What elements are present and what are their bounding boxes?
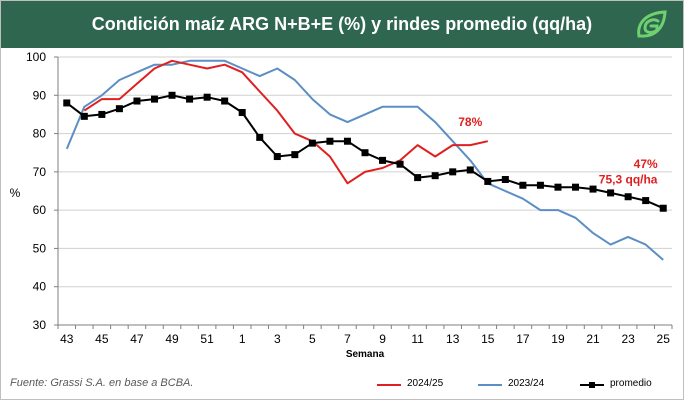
promedio-marker bbox=[63, 99, 71, 107]
x-tick-label: 19 bbox=[551, 332, 565, 346]
y-tick-label: 70 bbox=[33, 165, 47, 179]
promedio-marker bbox=[659, 204, 667, 212]
series-line-2024-25 bbox=[83, 59, 489, 185]
legend-label-2024-25: 2024/25 bbox=[407, 378, 444, 389]
promedio-marker bbox=[186, 95, 194, 103]
y-axis-label: % bbox=[10, 186, 21, 200]
promedio-marker bbox=[589, 185, 597, 193]
grassi-leaf-logo-icon bbox=[637, 10, 667, 38]
promedio-marker bbox=[80, 112, 88, 120]
x-tick-label: 17 bbox=[516, 332, 530, 346]
x-tick-label: 51 bbox=[200, 332, 214, 346]
chart-header: Condición maíz ARG N+B+E (%) y rindes pr… bbox=[1, 1, 683, 48]
promedio-marker bbox=[273, 153, 281, 161]
promedio-marker bbox=[449, 168, 457, 176]
y-tick-label: 60 bbox=[33, 203, 47, 217]
y-tick-label: 80 bbox=[33, 127, 47, 141]
promedio-marker bbox=[642, 197, 650, 205]
promedio-marker bbox=[326, 137, 334, 145]
x-tick-label: 13 bbox=[446, 332, 460, 346]
x-tick-label: 3 bbox=[274, 332, 281, 346]
promedio-marker bbox=[308, 139, 316, 147]
promedio-marker bbox=[624, 193, 632, 201]
x-axis-label: Semana bbox=[346, 349, 385, 360]
promedio-marker bbox=[554, 183, 562, 191]
promedio-marker bbox=[361, 149, 369, 157]
promedio-marker bbox=[238, 109, 246, 117]
promedio-marker bbox=[98, 110, 106, 118]
x-tick-label: 5 bbox=[309, 332, 316, 346]
promedio-marker bbox=[168, 91, 176, 99]
promedio-marker bbox=[501, 176, 509, 184]
legend-line-2024-25 bbox=[377, 384, 401, 386]
x-tick-label: 47 bbox=[130, 332, 144, 346]
promedio-marker bbox=[343, 137, 351, 145]
promedio-marker bbox=[221, 97, 229, 105]
legend-line-2023-24 bbox=[478, 384, 502, 386]
promedio-marker bbox=[115, 105, 123, 113]
promedio-marker bbox=[396, 160, 404, 168]
x-tick-label: 1 bbox=[239, 332, 246, 346]
promedio-marker bbox=[519, 181, 527, 189]
legend-label-2023-24: 2023/24 bbox=[508, 378, 545, 389]
x-tick-label: 7 bbox=[344, 332, 351, 346]
y-tick-label: 100 bbox=[26, 50, 46, 64]
promedio-marker bbox=[291, 151, 299, 159]
x-tick-label: 11 bbox=[411, 332, 424, 346]
promedio-marker bbox=[256, 133, 264, 141]
annotation-label: 47% bbox=[634, 157, 658, 171]
promedio-marker bbox=[414, 174, 422, 182]
promedio-marker bbox=[536, 181, 544, 189]
promedio-marker bbox=[466, 166, 474, 174]
x-tick-label: 9 bbox=[379, 332, 386, 346]
x-tick-label: 21 bbox=[586, 332, 600, 346]
x-tick-label: 23 bbox=[621, 332, 635, 346]
promedio-marker bbox=[484, 177, 492, 185]
annotation-label: 75,3 qq/ha bbox=[599, 172, 658, 186]
x-tick-label: 49 bbox=[165, 332, 179, 346]
promedio-marker bbox=[379, 156, 387, 164]
x-tick-label: 45 bbox=[95, 332, 109, 346]
legend-label-promedio: promedio bbox=[610, 378, 652, 389]
promedio-marker bbox=[203, 93, 211, 101]
y-tick-label: 30 bbox=[33, 318, 47, 332]
x-tick-label: 15 bbox=[481, 332, 495, 346]
x-tick-label: 43 bbox=[60, 332, 74, 346]
promedio-marker bbox=[150, 95, 158, 103]
source-note: Fuente: Grassi S.A. en base a BCBA. bbox=[10, 377, 194, 389]
y-tick-label: 90 bbox=[33, 88, 47, 102]
series-line-2023-24 bbox=[65, 59, 664, 261]
chart-title: Condición maíz ARG N+B+E (%) y rindes pr… bbox=[91, 14, 593, 34]
legend-marker-promedio bbox=[589, 382, 595, 388]
x-tick-label: 25 bbox=[657, 332, 671, 346]
promedio-marker bbox=[607, 189, 615, 197]
promedio-marker bbox=[431, 172, 439, 180]
promedio-marker bbox=[572, 183, 580, 191]
y-tick-label: 50 bbox=[33, 241, 47, 255]
annotation-label: 78% bbox=[458, 115, 482, 129]
y-tick-label: 40 bbox=[33, 280, 47, 294]
promedio-marker bbox=[133, 97, 141, 105]
